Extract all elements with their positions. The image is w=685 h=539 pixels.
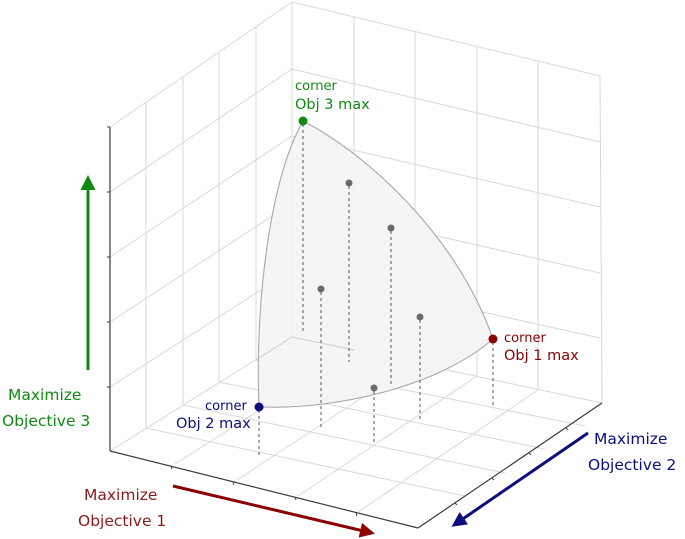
- axes: [109, 127, 603, 529]
- obj2-axis-label-line2: Objective 2: [588, 456, 677, 474]
- obj2-corner-label-line2: Obj 2 max: [176, 416, 251, 432]
- drop-lines: [258, 124, 494, 458]
- obj3-corner-label-line1: corner: [295, 79, 337, 94]
- corner-point-obj3: [298, 116, 308, 126]
- corner-point-obj1: [488, 334, 498, 344]
- obj3-axis-label-line1: Maximize: [8, 386, 82, 404]
- obj1-axis-label-line2: Objective 1: [78, 512, 167, 530]
- arrow-right-down-icon: [172, 484, 375, 538]
- front-right-axis: [417, 402, 603, 529]
- pareto-surface: [257, 120, 494, 408]
- data-point: [416, 313, 424, 321]
- interior-points: [317, 179, 424, 392]
- obj1-corner-label-line2: Obj 1 max: [504, 348, 579, 364]
- left-wall-grid: [109, 1, 293, 452]
- obj3-corner-label-line2: Obj 3 max: [295, 97, 370, 113]
- surface-inner-grid: [255, 336, 355, 361]
- obj2-axis-label-line1: Maximize: [594, 430, 668, 448]
- obj1-corner-label-line1: corner: [504, 331, 546, 346]
- obj1-axis-label-line1: Maximize: [84, 486, 158, 504]
- data-point: [387, 224, 395, 232]
- obj2-corner-label-line1: corner: [205, 399, 247, 414]
- arrow-left-down-icon: [451, 431, 589, 527]
- data-point: [345, 179, 353, 187]
- corner-point-obj2: [254, 402, 264, 412]
- front-left-axis: [109, 450, 419, 529]
- data-point: [317, 285, 325, 293]
- obj3-axis-label-line2: Objective 3: [2, 412, 91, 430]
- axis-ticks: [107, 126, 569, 517]
- data-point: [370, 384, 378, 392]
